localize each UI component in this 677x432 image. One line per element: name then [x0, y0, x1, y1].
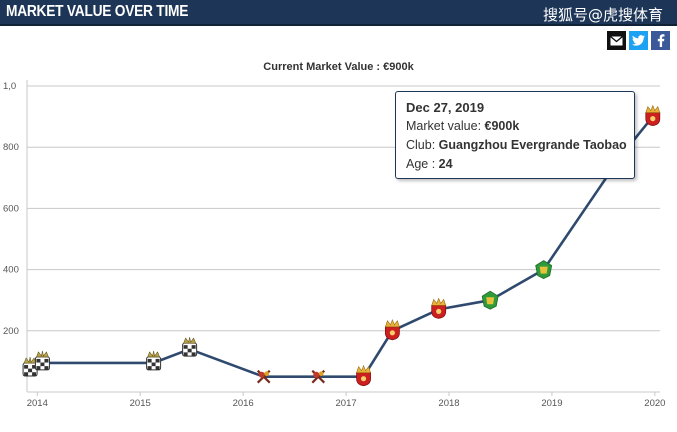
email-icon	[610, 35, 623, 45]
section-title: MARKET VALUE OVER TIME	[6, 3, 189, 20]
y-tick-label: 600	[3, 203, 19, 214]
data-point-watford	[311, 369, 326, 384]
tooltip-date: Dec 27, 2019	[406, 100, 485, 115]
data-point-udinese	[34, 350, 50, 371]
x-tick-label: 2019	[541, 398, 562, 409]
tooltip-market-value: Market value: €900k	[406, 119, 520, 133]
data-point-watford	[256, 369, 271, 384]
data-point-beijing	[481, 290, 499, 310]
x-tick-label: 2020	[644, 398, 665, 409]
y-tick-label: 400	[3, 265, 19, 276]
x-tick-label: 2016	[233, 398, 254, 409]
tooltip-club: Club: Guangzhou Evergrande Taobao	[406, 138, 627, 152]
x-axis-ticks: 2014 2015 2016 2017 2018 2019 2020	[27, 392, 665, 409]
data-point-udinese	[182, 337, 198, 357]
tooltip: Dec 27, 2019 Market value: €900k Club: G…	[395, 91, 635, 179]
x-tick-label: 2015	[130, 398, 151, 409]
y-tick-label: 1,0	[3, 81, 16, 92]
data-point-guangzhou	[431, 297, 447, 319]
data-point-udinese	[22, 356, 38, 377]
grid-lines	[26, 80, 660, 393]
data-point-udinese	[146, 350, 162, 371]
data-point-guangzhou	[384, 318, 400, 341]
tooltip-age: Age : 24	[406, 157, 453, 171]
data-point-guangzhou	[356, 364, 371, 387]
y-tick-label: 800	[3, 142, 19, 153]
share-facebook-button[interactable]	[651, 31, 670, 50]
share-twitter-button[interactable]	[629, 31, 648, 50]
data-point-guangzhou	[645, 104, 661, 127]
watermark: 搜狐号@虎搜体育	[542, 6, 663, 24]
club-markers	[22, 104, 661, 387]
chart-title: Current Market Value : €900k	[263, 61, 414, 73]
header-bar: MARKET VALUE OVER TIME 搜狐号@虎搜体育	[0, 0, 677, 26]
y-tick-label: 200	[3, 326, 19, 337]
x-tick-label: 2018	[438, 398, 459, 409]
x-tick-label: 2017	[336, 398, 357, 409]
y-axis-ticks: 200 400 600 800 1,0	[3, 81, 19, 337]
facebook-icon	[657, 34, 664, 47]
twitter-icon	[632, 35, 645, 46]
x-tick-label: 2014	[27, 398, 48, 409]
data-point-beijing	[535, 260, 553, 280]
share-email-button[interactable]	[607, 31, 626, 50]
